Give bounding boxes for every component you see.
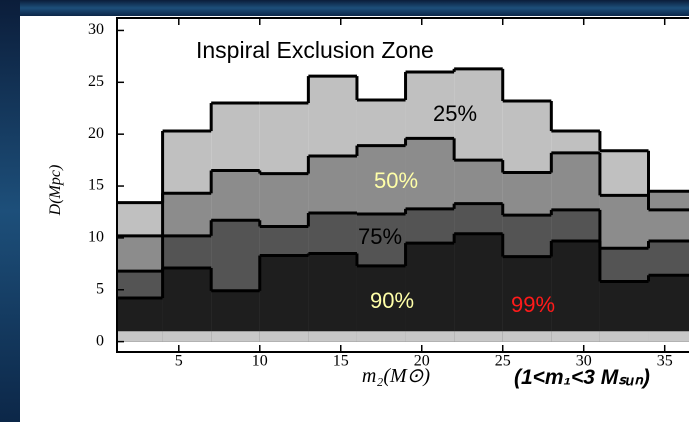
x-tick-label: 35 — [657, 353, 673, 370]
step-bin — [259, 255, 309, 342]
y-tick-label: 10 — [88, 229, 104, 246]
step-bin — [405, 331, 455, 342]
step-bin — [356, 331, 406, 342]
slide-top — [20, 0, 689, 16]
plot-area: 25% 50% 75% 90% 99% Inspiral Exclusion Zone 0 5… — [88, 17, 689, 370]
step-bin — [117, 331, 163, 342]
series-label: 75% — [358, 224, 402, 249]
step-bin — [211, 331, 260, 342]
slide-edge — [0, 0, 20, 422]
annotation: (1<m₁<3 Mₛᵤₙ) — [514, 366, 650, 389]
y-tick-label: 20 — [88, 125, 104, 142]
step-bin — [308, 331, 357, 342]
x-tick-label: 30 — [576, 353, 592, 370]
series-label: 25% — [433, 101, 477, 126]
y-tick-label: 25 — [88, 73, 104, 90]
series-label: 90% — [370, 288, 414, 313]
x-tick-label: 20 — [414, 353, 430, 370]
series — [117, 331, 689, 342]
step-bin — [356, 265, 406, 342]
series — [117, 233, 689, 342]
step-bin — [599, 331, 649, 342]
x-axis-label: m₂(M⊙) — [362, 365, 430, 387]
x-tick-label: 25 — [495, 353, 511, 370]
step-bin — [162, 267, 212, 342]
y-tick-label: 0 — [96, 332, 104, 349]
x-tick-label: 10 — [252, 353, 268, 370]
x-tick-label: 5 — [175, 353, 183, 370]
step-bin — [308, 253, 357, 342]
step-bin — [648, 275, 689, 342]
step-bin — [648, 331, 689, 342]
y-axis-label: D(Mpc) — [47, 165, 64, 217]
plot-frame — [116, 17, 689, 353]
step-bin — [259, 331, 309, 342]
step-bin — [405, 243, 455, 342]
y-tick-label: 15 — [88, 177, 104, 194]
series-label: 99% — [511, 292, 555, 317]
step-bin — [551, 331, 600, 342]
chart-title: Inspiral Exclusion Zone — [196, 37, 434, 63]
series-outline — [117, 232, 689, 300]
series-label: 50% — [374, 168, 418, 193]
y-tick-label: 30 — [88, 21, 104, 38]
series-outline — [117, 136, 689, 238]
step-bin — [454, 233, 503, 342]
step-bin — [502, 331, 552, 342]
step-bin — [162, 331, 212, 342]
x-tick-label: 15 — [333, 353, 349, 370]
step-bin — [551, 241, 600, 342]
step-bin — [502, 256, 552, 342]
step-bin — [454, 331, 503, 342]
y-tick-label: 5 — [96, 280, 104, 297]
